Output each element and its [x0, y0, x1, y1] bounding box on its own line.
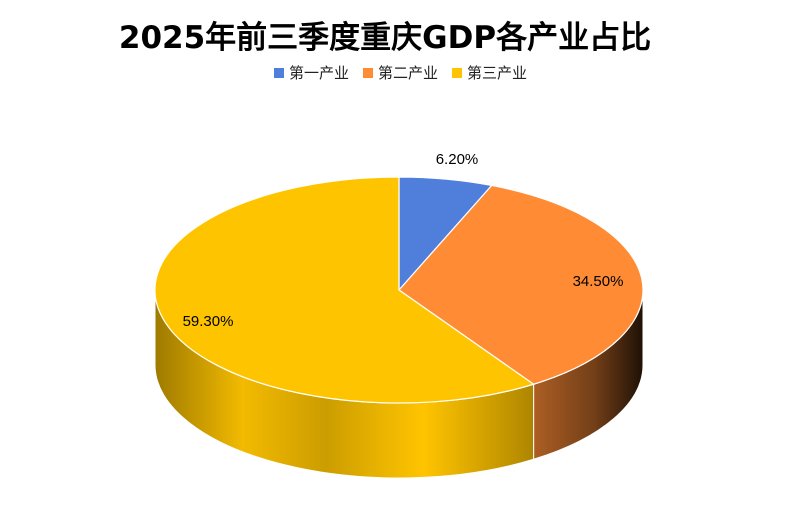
- pie-slice-3: [154, 176, 535, 404]
- data-label-1: 6.20%: [436, 151, 479, 168]
- pie-slice-2: [398, 184, 644, 385]
- data-label-2: 34.50%: [573, 273, 624, 290]
- legend-label: 第二产业: [377, 64, 438, 82]
- data-label-3: 59.30%: [183, 313, 234, 330]
- legend-swatch: [452, 67, 462, 78]
- legend: 第一产业 第二产业 第三产业: [0, 62, 801, 83]
- legend-label: 第三产业: [467, 64, 528, 82]
- legend-item-3: 第三产业: [452, 62, 527, 83]
- pie-data-labels: 6.20% 34.50% 59.30%: [183, 151, 624, 330]
- pie-slices: [154, 176, 644, 404]
- chart-title: 2025年前三季度重庆GDP各产业占比: [118, 20, 652, 56]
- legend-item-2: 第二产业: [362, 62, 438, 83]
- legend-swatch: [273, 67, 284, 78]
- legend-swatch: [362, 67, 373, 78]
- legend-label: 第一产业: [288, 64, 349, 82]
- legend-item-1: 第一产业: [273, 62, 349, 83]
